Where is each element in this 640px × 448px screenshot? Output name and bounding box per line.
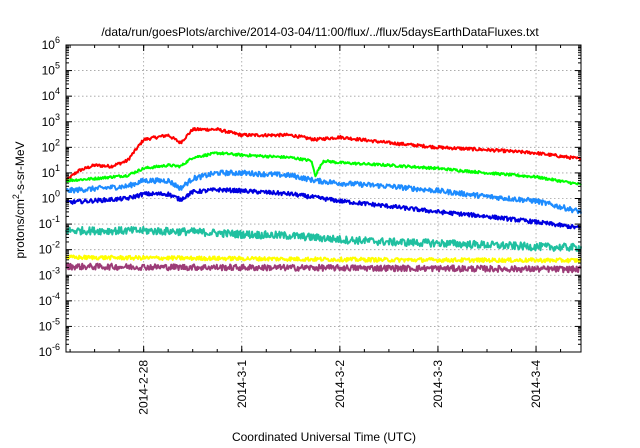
y-axis-label-post: -s-sr-MeV (13, 141, 27, 194)
y-tick-label: 106 (42, 35, 60, 52)
y-tick-label: 10-5 (39, 316, 60, 333)
series-line-3 (65, 169, 582, 215)
y-tick-label: 103 (42, 112, 60, 129)
chart-title: /data/run/goesPlots/archive/2014-03-04/1… (101, 25, 539, 39)
y-tick-label: 10-2 (39, 240, 60, 257)
series-layer (65, 127, 582, 274)
x-tick-label: 2014-3-3 (431, 360, 445, 408)
series-line-6 (65, 254, 582, 264)
y-axis-label-pre: protons/cm (13, 199, 27, 258)
x-tick-label: 2014-3-2 (333, 360, 347, 408)
x-axis-label: Coordinated Universal Time (UTC) (232, 430, 416, 444)
y-tick-label: 10-1 (39, 214, 60, 231)
x-tick-label: 2014-3-1 (235, 360, 249, 408)
y-axis-label: protons/cm2-s-sr-MeV (11, 141, 27, 258)
y-tick-label: 10-6 (39, 342, 60, 359)
series-line-7 (65, 262, 582, 274)
series-line-1 (65, 127, 582, 182)
y-tick-label: 101 (42, 163, 60, 180)
x-tick-label: 2014-2-28 (137, 360, 151, 415)
y-tick-label: 100 (42, 189, 60, 206)
series-line-2 (65, 151, 582, 186)
y-tick-label: 10-3 (39, 265, 60, 282)
x-tick-label: 2014-3-4 (529, 360, 543, 408)
x-axis: 2014-2-28 2014-3-1 2014-3-2 2014-3-3 2014-3-… (69, 45, 562, 415)
y-axis: 10-6 10-5 10-4 10-3 10-2 10-1 100 101 102 103 104 1… (39, 35, 581, 359)
y-tick-label: 105 (42, 61, 60, 78)
series-line-5 (65, 225, 582, 253)
y-tick-label: 104 (42, 86, 60, 103)
series-line-4 (65, 187, 582, 230)
y-tick-label: 10-4 (39, 291, 60, 308)
y-tick-label: 102 (42, 137, 60, 154)
y-axis-label-sup: 2 (11, 194, 21, 199)
